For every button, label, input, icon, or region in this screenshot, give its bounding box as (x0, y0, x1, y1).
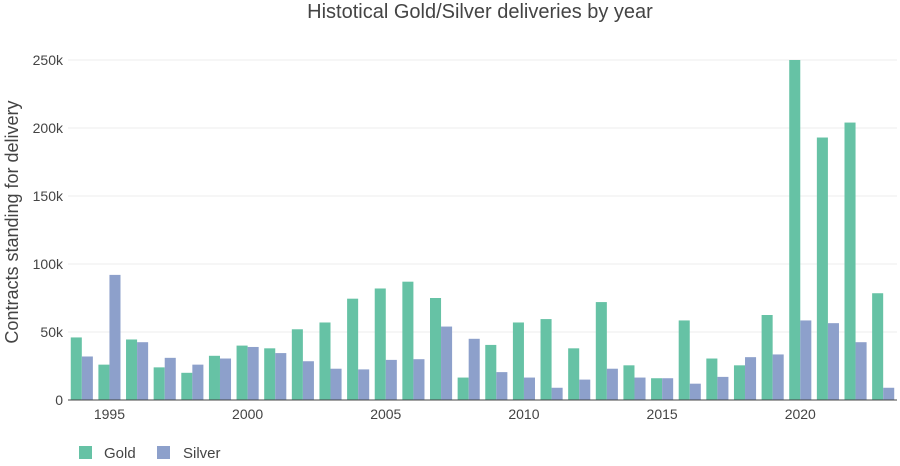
bar-silver-2021[interactable] (827, 323, 839, 400)
y-tick-label: 100k (33, 256, 64, 272)
x-axis-ticks: 1995 2000 2005 2010 2015 2020 (94, 406, 816, 422)
bar-gold-1999[interactable] (208, 355, 220, 400)
y-tick-label: 0 (55, 392, 63, 408)
bar-gold-1994[interactable] (70, 337, 82, 400)
bar-silver-1999[interactable] (219, 358, 232, 400)
bar-gold-2017[interactable] (706, 358, 718, 400)
bar-silver-2013[interactable] (606, 368, 618, 400)
legend-swatch-gold (79, 446, 92, 459)
bar-gold-2018[interactable] (733, 365, 746, 400)
bar-gold-1998[interactable] (181, 372, 193, 400)
y-tick-label: 200k (33, 120, 64, 136)
bar-silver-2007[interactable] (441, 326, 453, 400)
chart-title: Histotical Gold/Silver deliveries by yea… (307, 1, 653, 23)
x-tick-label: 2010 (508, 406, 539, 422)
bar-silver-1997[interactable] (164, 357, 176, 400)
bar-gold-2015[interactable] (651, 378, 663, 400)
bar-silver-2022[interactable] (855, 342, 867, 400)
bar-silver-2020[interactable] (800, 320, 812, 400)
bar-silver-2009[interactable] (496, 372, 508, 400)
legend[interactable]: Gold Silver (79, 445, 221, 462)
bar-gold-2019[interactable] (761, 315, 773, 400)
bar-gold-1995[interactable] (98, 364, 110, 400)
x-tick-label: 2015 (647, 406, 678, 422)
bar-gold-2005[interactable] (374, 288, 386, 400)
bar-gold-2014[interactable] (623, 365, 635, 400)
bar-silver-1998[interactable] (192, 364, 204, 400)
bar-silver-1994[interactable] (81, 356, 93, 400)
legend-label-silver: Silver (183, 445, 221, 462)
bar-silver-2016[interactable] (689, 383, 701, 400)
bar-silver-2003[interactable] (330, 368, 342, 400)
y-tick-label: 150k (33, 188, 64, 204)
bars (70, 60, 895, 400)
bar-gold-1997[interactable] (153, 367, 165, 400)
bar-gold-2003[interactable] (319, 322, 331, 400)
bar-silver-2019[interactable] (772, 354, 784, 400)
bar-gold-2004[interactable] (347, 298, 359, 400)
bar-silver-2010[interactable] (523, 377, 535, 400)
x-tick-label: 1995 (94, 406, 125, 422)
bar-silver-2006[interactable] (413, 359, 425, 400)
bar-silver-2023[interactable] (883, 387, 895, 400)
bar-silver-2002[interactable] (302, 361, 314, 400)
bar-gold-2001[interactable] (264, 348, 276, 400)
bar-silver-2011[interactable] (551, 387, 563, 400)
bar-gold-2022[interactable] (844, 122, 856, 400)
bar-silver-2001[interactable] (275, 353, 287, 400)
x-tick-label: 2005 (370, 406, 401, 422)
bar-silver-2017[interactable] (717, 376, 729, 400)
y-tick-label: 50k (40, 324, 64, 340)
bar-silver-2015[interactable] (662, 378, 674, 400)
bar-silver-1996[interactable] (137, 342, 149, 400)
bar-gold-2008[interactable] (457, 377, 469, 400)
bar-silver-1995[interactable] (109, 274, 121, 400)
bar-silver-2008[interactable] (468, 338, 480, 400)
x-tick-label: 2020 (785, 406, 816, 422)
bar-gold-2006[interactable] (402, 281, 414, 400)
bar-gold-2009[interactable] (485, 344, 497, 400)
bar-gold-2021[interactable] (816, 137, 828, 400)
bar-gold-2012[interactable] (568, 348, 580, 400)
legend-swatch-silver (157, 446, 170, 459)
bar-gold-1996[interactable] (126, 339, 138, 400)
bar-silver-2005[interactable] (385, 359, 397, 400)
bar-silver-2018[interactable] (745, 357, 757, 400)
bar-gold-2007[interactable] (430, 298, 442, 400)
bar-silver-2000[interactable] (247, 346, 259, 400)
bar-gold-2016[interactable] (678, 320, 690, 400)
bar-gold-2010[interactable] (512, 322, 524, 400)
bar-gold-2013[interactable] (595, 302, 607, 400)
bar-gold-2000[interactable] (236, 345, 248, 400)
bar-silver-2014[interactable] (634, 377, 646, 400)
legend-label-gold: Gold (104, 445, 136, 462)
bar-gold-2002[interactable] (291, 329, 303, 400)
gridlines (68, 59, 897, 333)
y-axis-ticks: 0 50k 100k 150k 200k 250k (33, 52, 64, 408)
bar-gold-2020[interactable] (789, 60, 801, 400)
bar-gold-2011[interactable] (540, 319, 552, 400)
y-axis-label: Contracts standing for delivery (2, 100, 22, 343)
y-tick-label: 250k (33, 52, 64, 68)
x-tick-label: 2000 (232, 406, 263, 422)
bar-silver-2012[interactable] (579, 379, 591, 400)
bar-silver-2004[interactable] (358, 369, 370, 400)
bar-gold-2023[interactable] (872, 293, 884, 400)
